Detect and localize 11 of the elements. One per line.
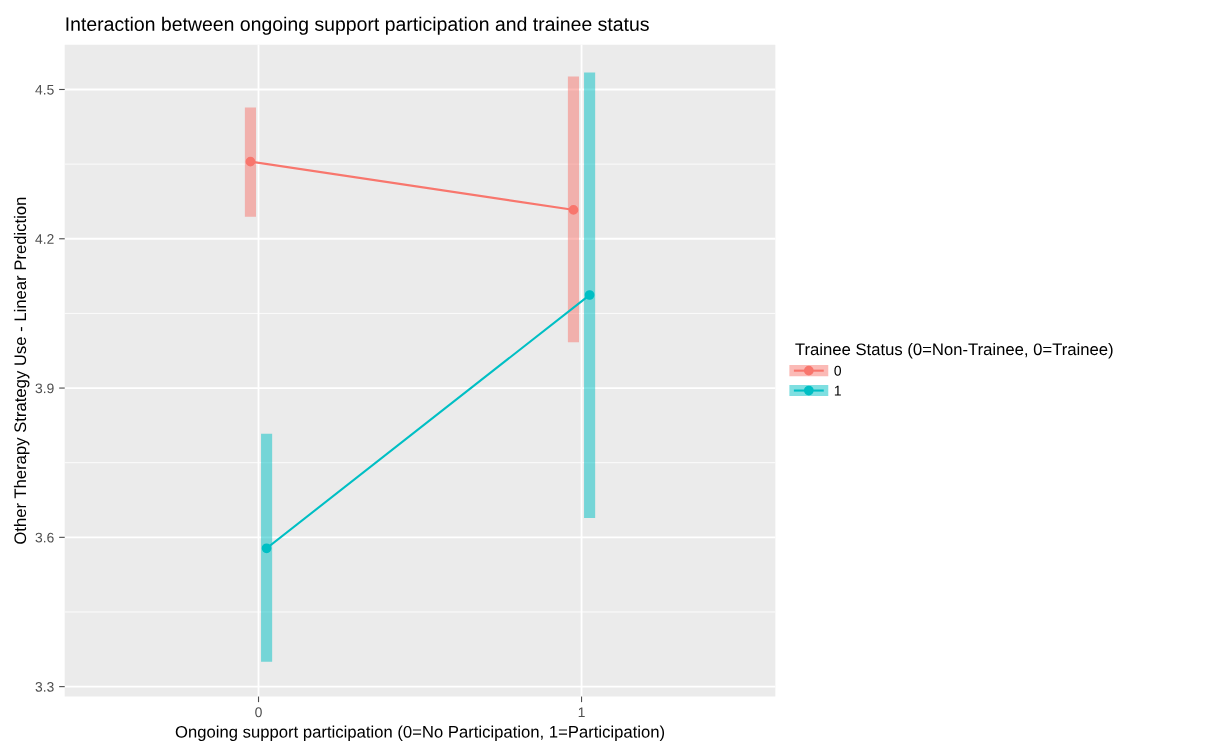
chart-title: Interaction between ongoing support participation and trainee status [66, 16, 649, 35]
y-tick-label: 3.3 [35, 681, 54, 692]
y-tick-label: 3.9 [35, 383, 54, 394]
y-tick-label: 4.5 [35, 84, 54, 95]
legend-label: 1 [834, 385, 841, 396]
legend-label: 0 [834, 365, 842, 376]
x-axis-title: Ongoing support participation (0=No Participation, 1=Participation) [175, 725, 665, 742]
y-axis-title: Other Therapy Strategy Use - Linear Prediction [13, 197, 30, 544]
y-tick-label: 4.2 [35, 234, 54, 244]
y-tick-label: 3.6 [35, 532, 54, 543]
legend-title: Trainee Status (0=Non-Trainee, 0=Trainee) [795, 342, 1113, 359]
